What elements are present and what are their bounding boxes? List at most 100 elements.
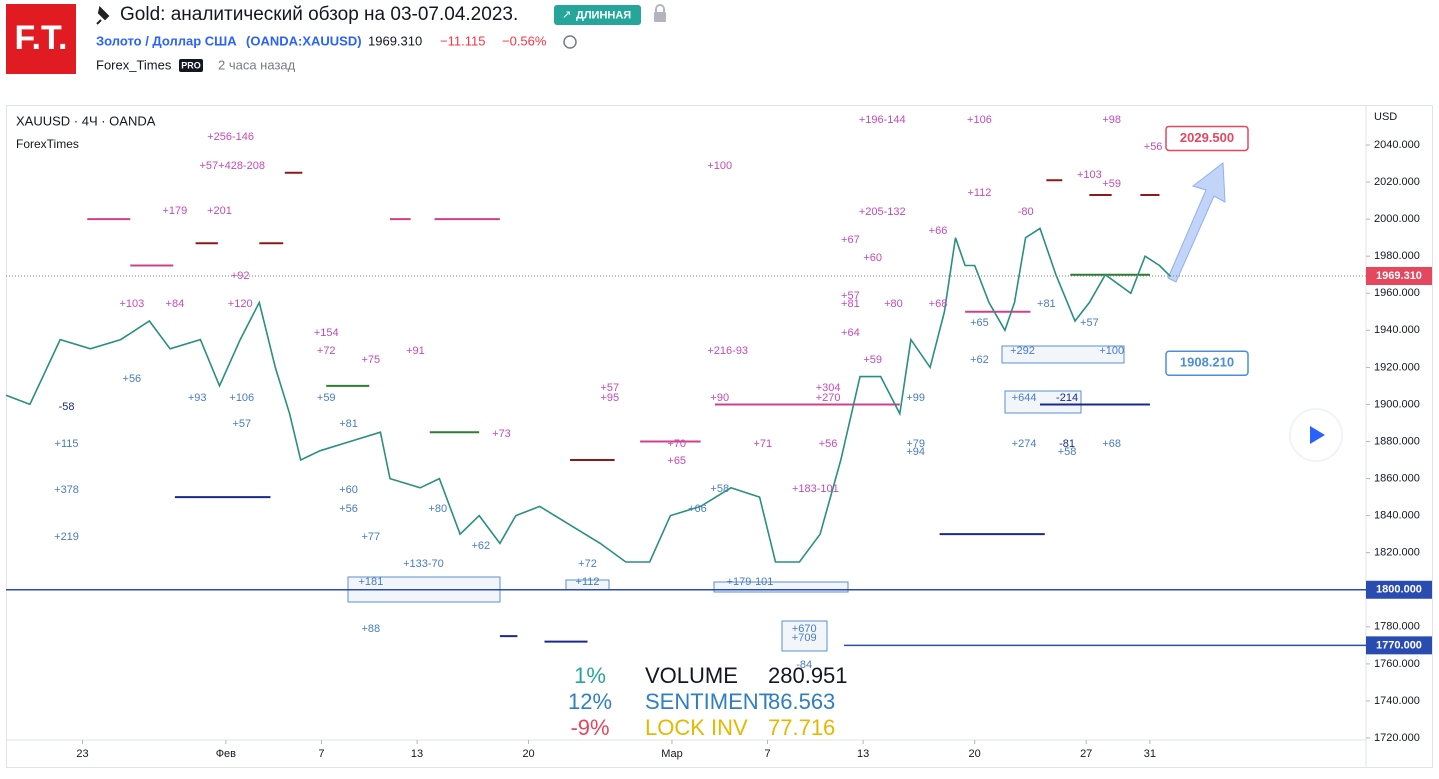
y-tick-label: 1780.000	[1374, 621, 1420, 633]
annotation: +292	[1010, 345, 1035, 357]
annotation: +99	[906, 392, 925, 404]
price-axis-label	[1366, 580, 1432, 599]
annotation: +270	[816, 392, 841, 404]
annotation: +274	[1012, 438, 1037, 450]
annotation: +79	[906, 438, 925, 450]
annotation: +57	[1080, 317, 1099, 329]
last-price: 1969.310	[368, 33, 422, 48]
lock-shackle	[655, 4, 665, 12]
x-tick-label: 31	[1144, 748, 1156, 760]
plot: 1720.000 1740.000 1760.000 1780.000 1800.000…	[5, 114, 1432, 760]
y-tick-label: 2000.000	[1374, 213, 1420, 225]
author[interactable]: Forex_Times	[96, 57, 172, 72]
annotation: +64	[841, 327, 860, 339]
y-tick-label: 1940.000	[1374, 324, 1420, 336]
time-ago: 2 часа назад	[218, 57, 296, 72]
y-tick-label: 1740.000	[1374, 695, 1420, 707]
y-tick-label: 1980.000	[1374, 250, 1420, 262]
stat-name: SENTIMENT	[645, 689, 772, 714]
price-callout	[1165, 125, 1249, 152]
annotation: +205-132	[859, 206, 906, 218]
symbol-code[interactable]: (OANDA:XAUUSD)	[246, 33, 362, 48]
annotation: +378	[54, 484, 79, 496]
y-tick-label: 1840.000	[1374, 510, 1420, 522]
alarm-icon[interactable]	[563, 35, 577, 49]
badge-text: ДЛИННАЯ	[576, 9, 631, 21]
stat-pct: 12%	[568, 689, 612, 714]
logo[interactable]	[6, 4, 76, 74]
symbol-name[interactable]: Золото / Доллар США	[96, 33, 237, 48]
annotation: +59	[317, 392, 336, 404]
range-boxes	[347, 345, 1125, 652]
stat-name: LOCK INV	[645, 715, 748, 740]
x-tick-label: 7	[764, 748, 770, 760]
annotation: +644	[1012, 392, 1037, 404]
annotation: +95	[600, 392, 619, 404]
price-axis-label	[1366, 636, 1432, 655]
annotation: +62	[471, 540, 490, 552]
y-tick-label: 1900.000	[1374, 398, 1420, 410]
x-tick-label: 27	[1080, 748, 1092, 760]
annotation: +219	[54, 531, 79, 543]
forecast-arrow	[1167, 162, 1226, 283]
annotation: +115	[55, 438, 79, 450]
chart-author: ForexTimes	[16, 137, 79, 151]
annotation: +65	[667, 455, 686, 467]
idea-title: Gold: аналитический обзор на 03-07.04.20…	[120, 4, 518, 25]
annotation: +103	[1077, 169, 1102, 181]
price-axis-label-text: 1800.000	[1376, 584, 1422, 596]
range-box	[713, 581, 849, 593]
annotation: +112	[576, 576, 600, 588]
annotation: +77	[362, 531, 381, 543]
x-tick-label: 13	[411, 748, 423, 760]
annotation: +60	[339, 484, 358, 496]
annotation: -80	[1018, 206, 1034, 218]
annotation: +59	[1102, 178, 1121, 190]
annotation: +216-93	[707, 345, 748, 357]
annotation: -81	[1059, 438, 1075, 450]
y-tick-label: 2020.000	[1374, 176, 1420, 188]
annotation: +71	[753, 438, 772, 450]
annotation: -58	[59, 401, 75, 413]
annotation: -84	[796, 659, 812, 671]
annotation: +73	[492, 428, 511, 440]
price-callout	[1165, 350, 1249, 376]
annotation: +80	[884, 298, 903, 310]
annotation: +72	[578, 558, 597, 570]
annotation: +62	[970, 354, 989, 366]
annotation: +58	[1058, 446, 1077, 458]
annotation: +670	[792, 623, 817, 635]
annotation: +68	[1102, 438, 1121, 450]
annotation: +106	[229, 392, 254, 404]
long-badge	[554, 5, 641, 25]
x-tick-label: Мар	[661, 748, 683, 760]
annotation: +100	[707, 160, 732, 172]
stat-pct: -9%	[570, 715, 609, 740]
range-box	[1004, 390, 1082, 414]
annotation: +112	[967, 187, 991, 199]
y-tick-label: 1760.000	[1374, 658, 1420, 670]
annotation: +181	[358, 576, 383, 588]
annotation: +58	[710, 483, 729, 495]
annotation: +56	[1144, 141, 1163, 153]
annotation: +304	[816, 382, 841, 394]
annotation: +66	[929, 225, 948, 237]
price-axis-label-text: 1969.310	[1376, 270, 1422, 282]
annotation: +75	[362, 354, 381, 366]
chart-symbol: XAUUSD · 4Ч · OANDA	[16, 113, 156, 128]
y-tick-label: 1960.000	[1374, 287, 1420, 299]
annotation: +84	[166, 298, 185, 310]
annotation: +57	[841, 290, 860, 302]
y-tick-label: 1860.000	[1374, 472, 1420, 484]
annotation: +56	[819, 438, 838, 450]
y-tick-label: 1880.000	[1374, 435, 1420, 447]
price-change-pct: −0.56%	[502, 33, 547, 48]
annotation: +709	[792, 632, 817, 644]
pro-badge	[179, 59, 203, 72]
annotation: +81	[339, 418, 358, 430]
annotation: +98	[1102, 114, 1121, 126]
annotation: +179	[162, 205, 187, 217]
logo-text: F.T.	[15, 19, 68, 57]
